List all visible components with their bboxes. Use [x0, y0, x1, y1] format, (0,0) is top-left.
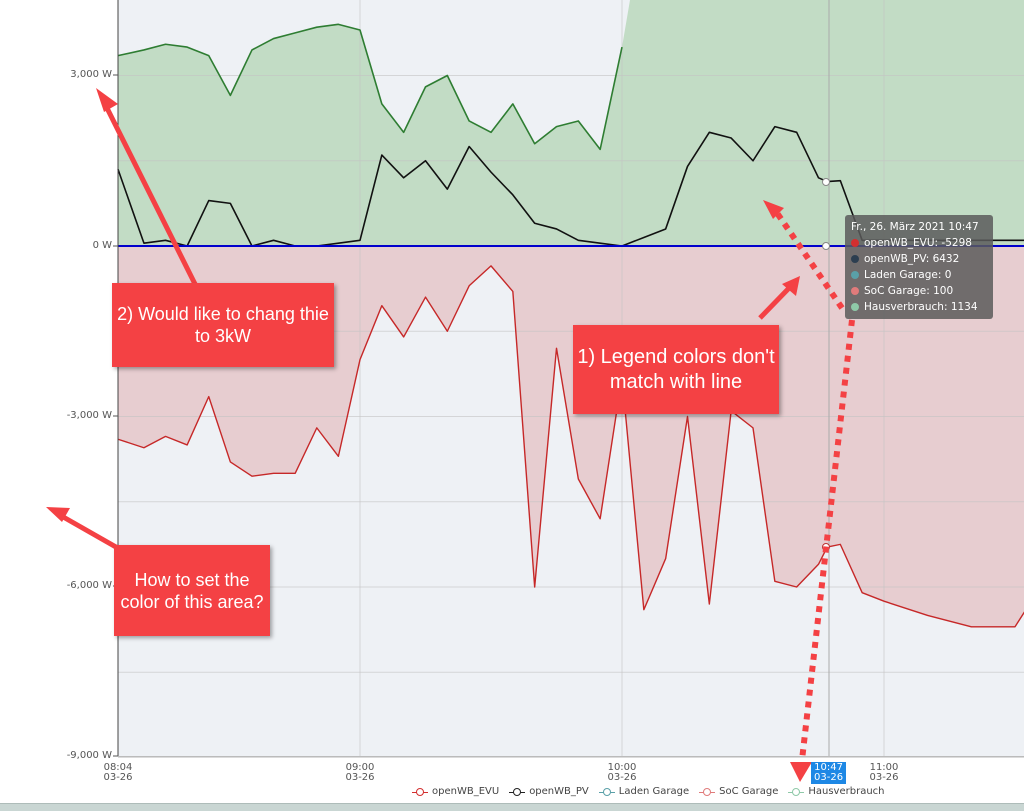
callout-legend-colors: 1) Legend colors don't match with line	[573, 325, 779, 414]
annotation-arrows	[46, 88, 855, 782]
line-marker-icon	[699, 787, 716, 797]
line-marker-icon	[412, 787, 428, 797]
legend-item-laden-garage[interactable]: Laden Garage	[598, 786, 689, 797]
x-tick-label: 09:00 03-26	[345, 762, 375, 783]
hover-point-zero	[822, 242, 830, 250]
callout-area-color: How to set the color of this area?	[114, 545, 270, 636]
series-dot-icon	[851, 239, 859, 247]
legend-item-openwb-pv[interactable]: openWB_PV	[509, 786, 589, 797]
tooltip-title: Fr., 26. März 2021 10:47	[851, 221, 979, 233]
series-dot-icon	[851, 255, 859, 263]
y-tick-label: 0 W	[92, 240, 112, 251]
tooltip-row: SoC Garage: 100	[851, 283, 987, 299]
legend-item-openwb-evu[interactable]: openWB_EVU	[412, 786, 499, 797]
hover-tooltip: Fr., 26. März 2021 10:47 openWB_EVU: -52…	[845, 215, 993, 319]
x-tick-label: 08:04 03-26	[103, 762, 133, 783]
legend-item-soc-garage[interactable]: SoC Garage	[699, 786, 778, 797]
y-tick-label: -3,000 W	[66, 410, 112, 421]
x-tick-label-highlighted: 10:47 03-26	[811, 762, 847, 784]
tooltip-row: Hausverbrauch: 1134	[851, 299, 987, 315]
legend-item-hausverbrauch[interactable]: Hausverbrauch	[788, 786, 885, 797]
tooltip-row: openWB_PV: 6432	[851, 251, 987, 267]
line-marker-icon	[598, 787, 615, 797]
grid-lines	[118, 0, 1024, 758]
series-lines	[117, 23, 1024, 628]
line-marker-icon	[509, 787, 526, 797]
window-bottom-bar	[0, 803, 1024, 811]
tooltip-row: openWB_EVU: -5298	[851, 235, 987, 251]
y-tick-label: -6,000 W	[66, 580, 112, 591]
tooltip-row: Laden Garage: 0	[851, 267, 987, 283]
y-tick-label: 3,000 W	[70, 69, 112, 80]
x-tick-label: 10:00 03-26	[607, 762, 637, 783]
chart-legend: openWB_EVU openWB_PV Laden Garage SoC Ga…	[412, 786, 885, 797]
series-dot-icon	[851, 287, 859, 295]
y-tick-label: -9,000 W	[66, 750, 112, 761]
callout-y-axis-3kw: 2) Would like to chang thie to 3kW	[112, 283, 334, 367]
series-dot-icon	[851, 303, 859, 311]
hover-point-pv	[822, 178, 830, 186]
series-dot-icon	[851, 271, 859, 279]
x-tick-label: 11:00 03-26	[869, 762, 899, 783]
line-marker-icon	[788, 787, 805, 797]
